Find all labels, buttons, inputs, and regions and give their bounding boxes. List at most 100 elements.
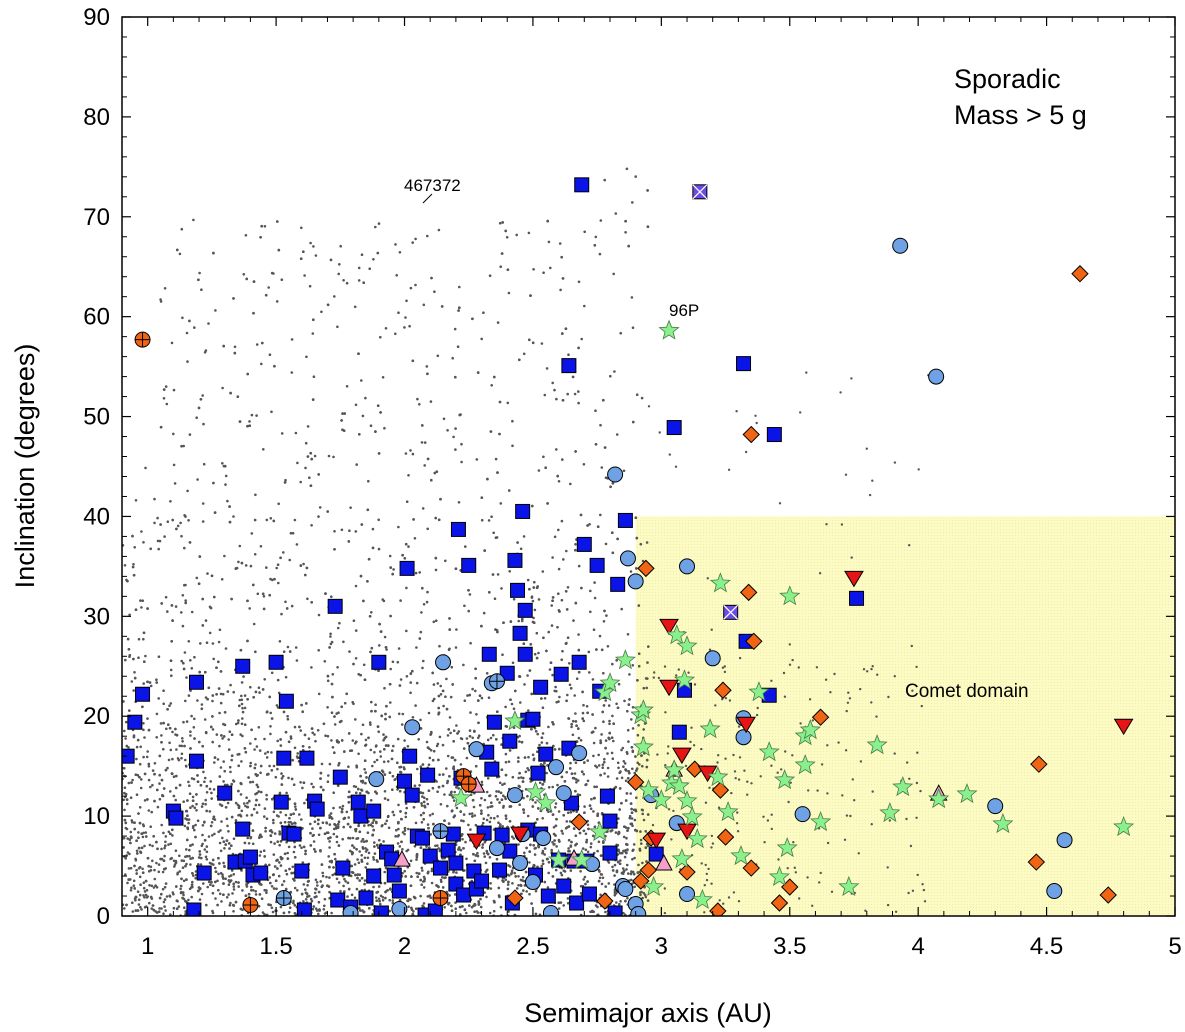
background-dot	[555, 817, 558, 821]
background-dot	[564, 327, 568, 331]
background-dot	[319, 771, 323, 775]
background-dot	[326, 510, 330, 513]
background-dot	[174, 849, 178, 852]
background-dot	[455, 871, 458, 874]
background-dot	[239, 648, 243, 652]
background-dot	[189, 730, 192, 733]
background-dot	[597, 753, 600, 757]
background-dot	[518, 675, 522, 678]
background-dot	[304, 852, 307, 856]
background-dot	[171, 891, 175, 894]
background-dot	[589, 807, 593, 810]
background-dot	[159, 300, 163, 303]
background-dot	[294, 431, 298, 435]
background-dot	[488, 911, 492, 915]
background-dot	[279, 556, 282, 560]
background-dot	[299, 781, 302, 784]
background-dot	[123, 808, 126, 812]
background-dot	[282, 911, 286, 915]
background-dot	[602, 398, 605, 402]
background-dot	[209, 824, 213, 828]
background-dot	[608, 722, 611, 726]
background-dot	[345, 810, 349, 814]
background-dot	[432, 822, 435, 826]
background-dot	[503, 796, 507, 799]
background-dot	[475, 713, 478, 716]
background-dot	[422, 886, 426, 889]
background-dot	[426, 527, 430, 531]
background-dot	[358, 850, 362, 853]
background-dot	[268, 876, 272, 879]
background-dot	[257, 904, 261, 908]
background-dot	[126, 802, 129, 806]
background-dot	[357, 352, 360, 356]
background-dot	[344, 880, 347, 883]
background-dot	[322, 788, 325, 792]
background-dot	[234, 801, 238, 805]
background-dot	[161, 794, 165, 798]
background-dot	[397, 525, 400, 529]
background-dot	[586, 823, 590, 827]
background-dot	[155, 911, 159, 914]
background-dot	[181, 740, 184, 743]
background-dot	[250, 889, 253, 892]
background-dot	[414, 821, 418, 825]
background-dot	[645, 860, 648, 863]
background-dot	[613, 874, 616, 877]
background-dot	[436, 742, 440, 746]
background-dot	[182, 879, 186, 883]
background-dot	[222, 861, 225, 865]
background-dot	[275, 566, 279, 570]
background-dot	[375, 820, 378, 824]
background-dot	[123, 791, 126, 795]
background-dot	[523, 851, 526, 855]
background-dot	[433, 290, 436, 294]
background-dot	[404, 316, 407, 319]
background-dot	[213, 511, 217, 514]
background-dot	[185, 809, 188, 813]
background-dot	[265, 710, 269, 713]
background-dot	[488, 274, 492, 278]
background-dot	[504, 229, 508, 233]
background-dot	[600, 466, 604, 469]
background-dot	[407, 545, 410, 548]
background-dot	[645, 765, 649, 769]
background-dot	[147, 809, 151, 812]
background-dot	[436, 844, 439, 847]
background-dot	[359, 909, 362, 912]
background-dot	[631, 326, 635, 330]
background-dot	[217, 687, 221, 690]
background-dot	[496, 471, 499, 474]
background-dot	[181, 594, 185, 597]
background-dot	[172, 432, 175, 436]
background-dot	[377, 730, 381, 733]
background-dot	[180, 756, 183, 760]
background-dot	[496, 815, 499, 818]
background-dot	[237, 719, 240, 722]
background-dot	[194, 835, 197, 839]
background-dot	[468, 729, 472, 732]
background-dot	[270, 717, 274, 720]
background-dot	[574, 450, 577, 453]
background-dot	[269, 725, 272, 728]
background-dot	[368, 721, 372, 724]
background-dot	[453, 327, 457, 331]
background-dot	[462, 847, 465, 850]
background-dot	[355, 837, 358, 840]
background-dot	[155, 712, 159, 716]
background-dot	[391, 774, 395, 778]
background-dot	[520, 776, 523, 779]
background-dot	[622, 760, 626, 763]
background-dot	[421, 507, 425, 510]
background-dot	[246, 372, 249, 376]
background-dot	[629, 802, 633, 805]
background-dot	[214, 870, 218, 873]
background-dot	[573, 392, 577, 396]
background-dot	[420, 883, 424, 886]
background-dot	[381, 769, 384, 772]
background-dot	[165, 895, 169, 898]
background-dot	[322, 908, 326, 911]
background-dot	[400, 723, 404, 726]
background-dot	[360, 523, 364, 526]
background-dot	[165, 727, 168, 731]
